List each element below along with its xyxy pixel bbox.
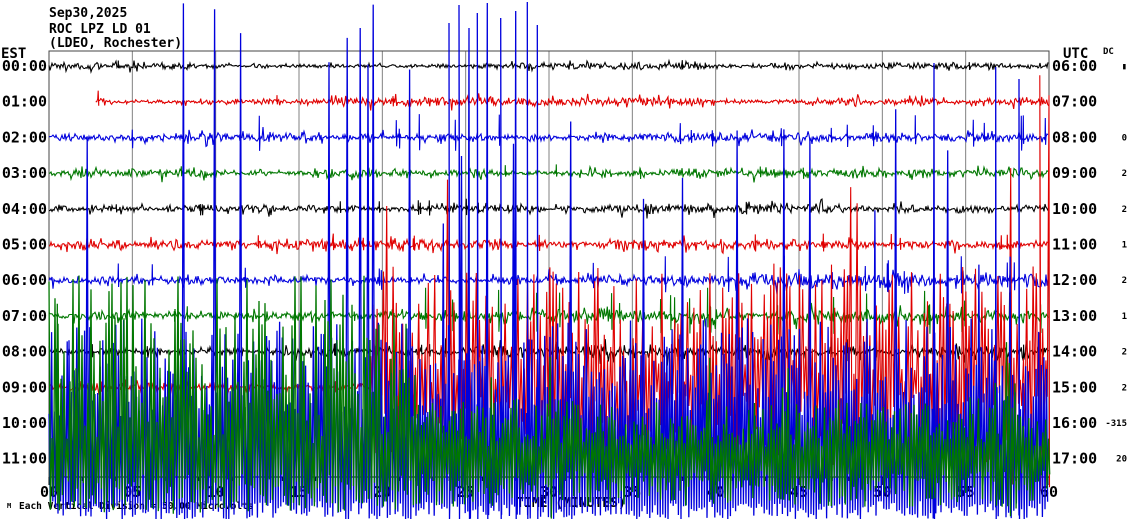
corner-mark: M [7,502,11,510]
utc-time-label: 09:00 [1052,164,1097,182]
est-time-label: 11:00 [2,450,47,468]
utc-time-label: 13:00 [1052,307,1097,325]
dc-value: 1 [1122,312,1127,322]
dc-header: DC [1103,47,1114,57]
est-time-label: 07:00 [2,307,47,325]
title-location: (LDEO, Rochester) [49,36,182,51]
dc-value: 2 [1122,205,1127,215]
utc-time-label: 16:00 [1052,414,1097,432]
title-date: Sep30,2025 [49,6,127,21]
seismic-traces [48,1,1051,519]
dc-value: 1 [1122,241,1127,251]
est-time-label: 09:00 [2,378,47,396]
trace-row-0600 [48,255,1049,295]
est-time-label: 00:00 [2,57,47,75]
utc-time-label: 07:00 [1052,93,1097,111]
est-time-label: 02:00 [2,128,47,146]
est-time-label: 05:00 [2,236,47,254]
est-time-label: 03:00 [2,164,47,182]
utc-time-label: 08:00 [1052,128,1097,146]
scale-caption: Each Vertical Division = 50.00 Microvolt… [19,501,254,512]
dc-value: 2 [1122,276,1127,286]
utc-header: UTC [1063,46,1088,62]
utc-time-label: 17:00 [1052,450,1097,468]
trace-row-0500 [49,233,1049,255]
dc-values: ▮ 0 2 2 1 2 1 2 2 -315 20 [1105,62,1127,465]
utc-time-label: 11:00 [1052,236,1097,254]
trace-row-1100 [48,275,1051,519]
trace-row-0100 [95,90,1050,111]
dc-value: 20 [1116,455,1127,465]
dc-value: -315 [1105,419,1127,429]
utc-time-label: 10:00 [1052,200,1097,218]
est-time-label: 04:00 [2,200,47,218]
utc-time-label: 14:00 [1052,343,1097,361]
utc-time-label: 12:00 [1052,271,1097,289]
est-time-label: 01:00 [2,93,47,111]
dc-value: ▮ [1122,62,1127,72]
dc-value: 2 [1122,348,1127,358]
title-station: ROC LPZ LD 01 [49,22,151,37]
utc-time-label: 06:00 [1052,57,1097,75]
utc-time-label: 15:00 [1052,378,1097,396]
est-header: EST [1,46,26,62]
est-time-label: 10:00 [2,414,47,432]
est-time-label: 08:00 [2,343,47,361]
dc-value: 2 [1122,383,1127,393]
est-hour-labels: 00:00 01:00 02:00 03:00 04:00 05:00 06:00 07:00… [2,57,47,468]
dc-value: 0 [1122,133,1127,143]
trace-row-0200 [48,114,1049,151]
est-time-label: 06:00 [2,271,47,289]
utc-hour-labels: 06:00 07:00 08:00 09:00 10:00 11:00 12:00 13:00… [1052,57,1097,468]
dc-value: 2 [1122,169,1127,179]
